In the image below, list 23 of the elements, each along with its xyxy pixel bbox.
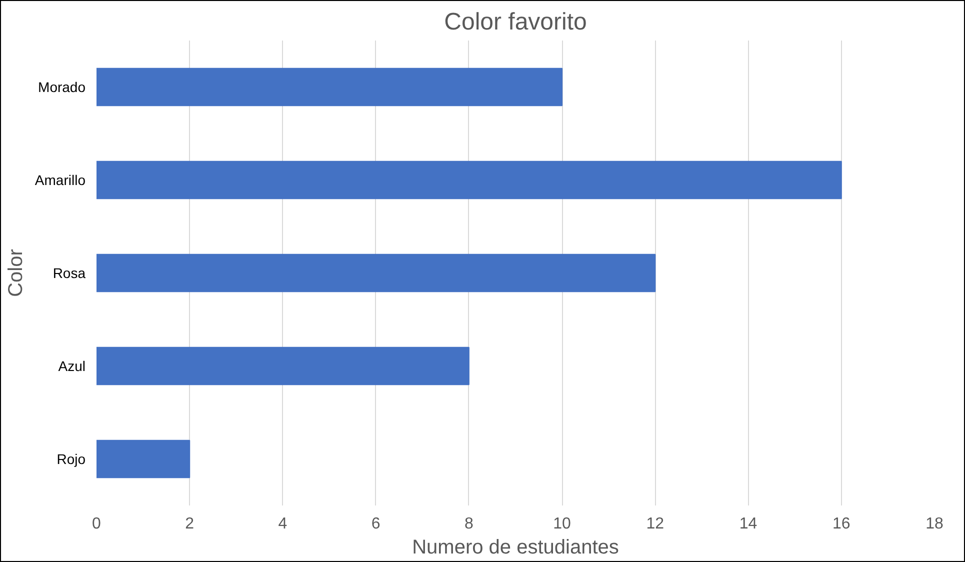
x-tick-label: 8 <box>464 516 474 532</box>
bar <box>96 254 656 292</box>
bar <box>96 68 563 106</box>
bar <box>96 160 842 200</box>
x-tick-label: 12 <box>646 516 664 532</box>
x-tick-label: 6 <box>371 516 380 532</box>
x-tick-label: 18 <box>926 516 944 532</box>
x-axis-title: Numero de estudiantes <box>412 536 619 558</box>
x-tick-label: 0 <box>92 516 102 532</box>
chart-title: Color favorito <box>444 8 587 36</box>
bar <box>96 346 470 386</box>
y-tick-label: Morado <box>38 79 86 95</box>
x-tick-label: 10 <box>553 516 572 532</box>
x-tick-label: 4 <box>278 516 288 532</box>
y-axis-title: Color <box>4 248 27 297</box>
bar <box>96 440 190 478</box>
x-tick-label: 16 <box>832 516 850 532</box>
x-tick-label: 2 <box>185 516 194 532</box>
y-tick-label: Amarillo <box>34 172 86 188</box>
y-tick-label: Azul <box>58 358 86 374</box>
y-tick-label: Rojo <box>56 451 86 467</box>
y-tick-label: Rosa <box>52 265 86 281</box>
x-tick-label: 14 <box>739 516 758 532</box>
